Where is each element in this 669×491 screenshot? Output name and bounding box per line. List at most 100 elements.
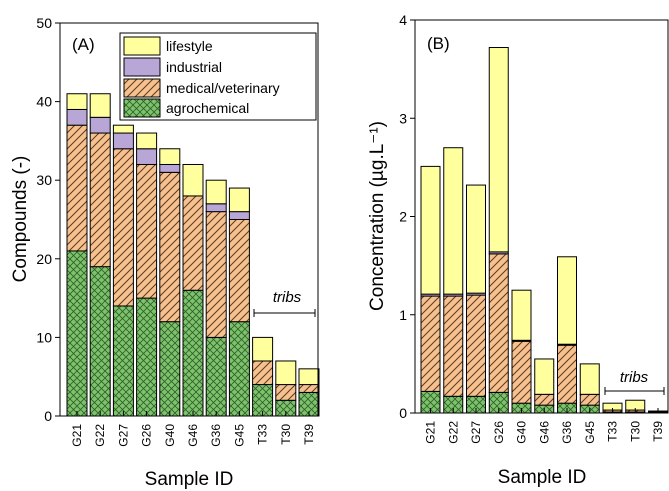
panel-b-bar-g21-medical bbox=[420, 295, 441, 392]
panel-a-bar-g21-industrial bbox=[66, 108, 88, 126]
panel-a-bar-g45-lifestyle bbox=[228, 187, 250, 213]
panel-a-bar-t30-medical bbox=[275, 384, 297, 401]
panel-b-bar-g40-medical bbox=[511, 340, 532, 404]
panel-b-label: (B) bbox=[427, 34, 450, 53]
panel-a-bar-g27-lifestyle bbox=[112, 124, 134, 134]
legend-swatch-agrochemical bbox=[123, 98, 161, 118]
panel-b-x-tick-label: G26 bbox=[492, 421, 506, 444]
panel-a-x-tick-label: G45 bbox=[232, 424, 246, 447]
panel-a-bar-g46-lifestyle bbox=[182, 163, 204, 197]
legend-swatch-industrial bbox=[123, 57, 161, 77]
panel-a-bar-g21-medical bbox=[66, 124, 88, 252]
panel-b-bar-g22-medical bbox=[443, 295, 464, 397]
panel-a-x-tick-label: G26 bbox=[140, 424, 154, 447]
panel-a-ylabel: Compounds (-) bbox=[10, 156, 31, 283]
panel-b-y-tick-label: 4 bbox=[399, 12, 407, 28]
panel-a-bar-t30-lifestyle bbox=[275, 360, 297, 386]
panel-a-bar-t33-lifestyle bbox=[252, 336, 274, 362]
legend-item-lifestyle: lifestyle bbox=[123, 36, 213, 56]
panel-b-bar-g45-lifestyle bbox=[579, 363, 600, 395]
legend-label-lifestyle: lifestyle bbox=[166, 38, 213, 54]
panel-a-bar-g22-medical bbox=[89, 132, 111, 268]
panel-a-bar-g36-agro bbox=[205, 336, 227, 417]
panel-b-x-tick-label: G46 bbox=[537, 421, 551, 444]
panel-a-bar-g27-medical bbox=[112, 148, 134, 307]
legend-swatch-lifestyle bbox=[123, 36, 161, 56]
panel-a-bar-g36-industrial bbox=[205, 203, 227, 213]
panel-a-bar-g45-industrial bbox=[228, 211, 250, 220]
panel-a-y-tick-label: 40 bbox=[36, 94, 52, 110]
panel-b-bar-g36-medical bbox=[557, 344, 577, 404]
panel-a-x-tick-label: G40 bbox=[163, 424, 177, 447]
panel-b-bars bbox=[420, 47, 668, 414]
panel-a: 0 10 20 30 40 50 G21 G22 G27 G26 G40 G46 G36 G45 T33 T… bbox=[10, 15, 320, 490]
panel-a-bar-g46-medical bbox=[182, 195, 204, 291]
panel-a-bar-g22-agro bbox=[89, 266, 111, 417]
panel-a-x-tick-label: G22 bbox=[93, 424, 107, 447]
panel-b-bar-g46-lifestyle bbox=[534, 358, 555, 395]
panel-a-bar-g22-industrial bbox=[89, 116, 111, 134]
panel-a-bar-g36-medical bbox=[205, 211, 227, 338]
panel-b-y-tick-label: 0 bbox=[399, 405, 407, 421]
panel-a-bar-g40-agro bbox=[159, 321, 181, 417]
panel-b-bar-g26-lifestyle bbox=[488, 47, 509, 253]
legend: lifestyle industrial medical/veterinary … bbox=[119, 32, 317, 121]
panel-a-x-tick-label: G27 bbox=[116, 424, 130, 447]
panel-b-ylabel: Concentration (µg.L⁻¹) bbox=[367, 121, 388, 311]
panel-b-y-tick-label: 2 bbox=[399, 209, 407, 225]
panel-b-bar-g22-lifestyle bbox=[443, 147, 464, 295]
panel-a-y-tick-label: 20 bbox=[36, 251, 52, 267]
panel-a-x-tick-label: T39 bbox=[302, 424, 316, 445]
panel-a-annotation-text: tribs bbox=[273, 289, 302, 306]
panel-b-annotation-text: tribs bbox=[620, 369, 649, 386]
panel-b-x-tick-label: T30 bbox=[628, 421, 642, 442]
panel-a-annotation-bracket bbox=[253, 309, 316, 317]
panel-b-x-tick-label: G36 bbox=[560, 421, 574, 444]
panel-a-bar-t39-medical bbox=[298, 384, 320, 393]
panel-b-bar-g21-lifestyle bbox=[420, 165, 441, 295]
panel-a-x-tick-label: G46 bbox=[186, 424, 200, 447]
panel-b-x-tick-label: G21 bbox=[424, 421, 438, 444]
panel-b-y-tick-label: 3 bbox=[399, 110, 407, 126]
panel-a-x-ticks: G21 G22 G27 G26 G40 G46 G36 G45 T33 T30 T39 bbox=[70, 411, 316, 447]
legend-item-industrial: industrial bbox=[123, 57, 222, 77]
legend-swatch-medical bbox=[123, 78, 161, 98]
panel-b-bar-g45-medical bbox=[579, 393, 600, 406]
panel-b-bar-g27-lifestyle bbox=[466, 184, 486, 294]
panel-b-y-tick-label: 1 bbox=[399, 307, 407, 323]
panel-b-bar-g27-medical bbox=[466, 294, 486, 397]
panel-a-y-tick-label: 30 bbox=[36, 172, 52, 188]
panel-b-x-tick-label: T39 bbox=[651, 421, 665, 442]
panel-b-x-ticks: G21 G22 G27 G26 G40 G46 G36 G45 T33 T30 T39 bbox=[424, 408, 665, 444]
panel-a-bar-g40-industrial bbox=[159, 163, 181, 173]
panel-a-bar-g45-agro bbox=[228, 321, 250, 417]
panel-a-bar-g26-lifestyle bbox=[136, 132, 158, 150]
legend-label-industrial: industrial bbox=[166, 59, 222, 75]
panel-a-bar-g26-industrial bbox=[136, 148, 158, 165]
panel-b-annotation: tribs bbox=[604, 369, 665, 395]
panel-a-y-tick-label: 50 bbox=[36, 15, 52, 31]
panel-a-label: (A) bbox=[72, 35, 95, 54]
panel-b-xlabel: Sample ID bbox=[498, 467, 587, 488]
panel-a-bar-g21-agro bbox=[66, 250, 88, 417]
legend-item-agrochemical: agrochemical bbox=[123, 98, 249, 118]
panel-b-x-tick-label: G22 bbox=[446, 421, 460, 444]
panel-b-annotation-bracket bbox=[604, 387, 665, 395]
panel-a-xlabel: Sample ID bbox=[145, 469, 234, 490]
panel-a-x-tick-label: T30 bbox=[279, 424, 293, 445]
panel-a-bar-g40-lifestyle bbox=[159, 148, 181, 165]
panel-a-bar-t39-lifestyle bbox=[298, 368, 320, 386]
panel-a-annotation: tribs bbox=[253, 289, 316, 317]
panel-a-x-tick-label: G36 bbox=[209, 424, 223, 447]
panel-b-bar-g40-lifestyle bbox=[511, 289, 532, 341]
legend-item-medical: medical/veterinary bbox=[123, 78, 280, 98]
panel-a-y-ticks: 0 10 20 30 40 50 bbox=[36, 15, 60, 424]
panel-b-x-tick-label: T33 bbox=[606, 421, 620, 442]
panel-b-x-tick-label: G45 bbox=[583, 421, 597, 444]
panel-a-bar-g27-industrial bbox=[112, 132, 134, 150]
panel-a-bar-g36-lifestyle bbox=[205, 179, 227, 205]
panel-a-bar-g45-medical bbox=[228, 219, 250, 323]
panel-a-x-tick-label: T33 bbox=[256, 424, 270, 445]
